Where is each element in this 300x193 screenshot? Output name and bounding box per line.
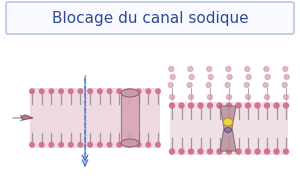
Circle shape xyxy=(117,142,122,147)
Circle shape xyxy=(284,149,289,154)
Circle shape xyxy=(179,149,184,154)
Circle shape xyxy=(156,89,160,93)
Circle shape xyxy=(30,142,34,147)
Circle shape xyxy=(265,103,269,108)
Circle shape xyxy=(59,142,63,147)
FancyBboxPatch shape xyxy=(6,2,294,34)
Polygon shape xyxy=(220,106,236,151)
Circle shape xyxy=(117,89,122,93)
Circle shape xyxy=(88,142,92,147)
Circle shape xyxy=(127,142,131,147)
Circle shape xyxy=(236,103,241,108)
Bar xyxy=(121,93,139,143)
Circle shape xyxy=(263,82,268,87)
Circle shape xyxy=(245,103,250,108)
Circle shape xyxy=(98,89,102,93)
Circle shape xyxy=(282,82,287,87)
Circle shape xyxy=(245,149,250,154)
Polygon shape xyxy=(21,115,33,120)
Circle shape xyxy=(68,89,73,93)
Circle shape xyxy=(274,103,279,108)
Circle shape xyxy=(227,74,232,80)
Circle shape xyxy=(255,103,260,108)
Circle shape xyxy=(49,89,54,93)
Circle shape xyxy=(169,95,175,100)
Circle shape xyxy=(245,67,250,71)
Ellipse shape xyxy=(223,118,233,126)
Circle shape xyxy=(107,89,112,93)
Circle shape xyxy=(208,74,213,80)
Circle shape xyxy=(136,89,141,93)
Circle shape xyxy=(168,82,173,87)
Circle shape xyxy=(78,89,83,93)
Circle shape xyxy=(274,149,279,154)
Circle shape xyxy=(226,95,232,100)
Circle shape xyxy=(59,89,63,93)
Circle shape xyxy=(236,149,241,154)
Circle shape xyxy=(226,67,231,71)
Circle shape xyxy=(208,103,212,108)
Circle shape xyxy=(217,149,222,154)
Circle shape xyxy=(206,82,211,87)
Circle shape xyxy=(169,149,175,154)
Circle shape xyxy=(30,89,34,93)
Circle shape xyxy=(169,103,175,108)
Circle shape xyxy=(198,103,203,108)
Circle shape xyxy=(264,67,269,71)
Circle shape xyxy=(188,95,194,100)
Circle shape xyxy=(225,82,230,87)
Circle shape xyxy=(255,149,260,154)
Circle shape xyxy=(226,149,232,154)
Circle shape xyxy=(188,103,194,108)
Circle shape xyxy=(283,67,288,71)
Ellipse shape xyxy=(121,89,139,97)
Circle shape xyxy=(169,67,174,71)
Circle shape xyxy=(265,74,270,80)
Circle shape xyxy=(188,149,194,154)
Circle shape xyxy=(244,82,249,87)
Circle shape xyxy=(217,103,222,108)
Circle shape xyxy=(179,103,184,108)
Circle shape xyxy=(146,89,151,93)
Circle shape xyxy=(39,89,44,93)
Circle shape xyxy=(208,95,212,100)
Circle shape xyxy=(39,142,44,147)
Circle shape xyxy=(136,142,141,147)
Circle shape xyxy=(246,74,251,80)
Circle shape xyxy=(284,95,289,100)
Circle shape xyxy=(107,142,112,147)
Circle shape xyxy=(198,149,203,154)
Circle shape xyxy=(78,142,83,147)
Circle shape xyxy=(208,149,212,154)
Text: Blocage du canal sodique: Blocage du canal sodique xyxy=(52,12,248,26)
Bar xyxy=(30,88,160,148)
Ellipse shape xyxy=(224,128,232,133)
Circle shape xyxy=(245,95,250,100)
Circle shape xyxy=(127,89,131,93)
Circle shape xyxy=(88,89,92,93)
Circle shape xyxy=(284,74,289,80)
Circle shape xyxy=(189,74,194,80)
Circle shape xyxy=(170,74,175,80)
Circle shape xyxy=(284,103,289,108)
Circle shape xyxy=(49,142,54,147)
Circle shape xyxy=(187,82,192,87)
Circle shape xyxy=(188,67,193,71)
Circle shape xyxy=(68,142,73,147)
Circle shape xyxy=(98,142,102,147)
Circle shape xyxy=(265,95,269,100)
Bar xyxy=(170,102,288,155)
Ellipse shape xyxy=(121,139,139,147)
Circle shape xyxy=(156,142,160,147)
Circle shape xyxy=(226,103,232,108)
Circle shape xyxy=(207,67,212,71)
Circle shape xyxy=(146,142,151,147)
Circle shape xyxy=(265,149,269,154)
